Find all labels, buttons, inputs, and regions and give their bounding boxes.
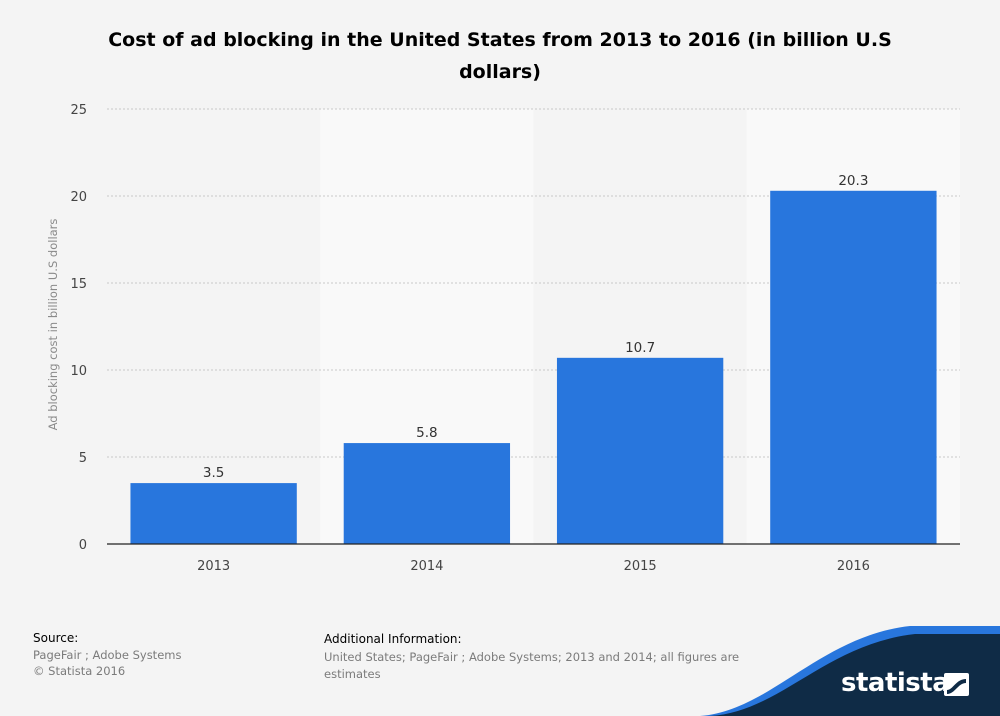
bar-2016[interactable] [770, 190, 937, 544]
bar-2015[interactable] [556, 357, 724, 544]
x-axis-ticks: 2013 2014 2015 2016 [197, 559, 870, 574]
x-tick-label: 2013 [197, 559, 230, 574]
statista-brand-wave [700, 626, 1000, 716]
source-line-1[interactable]: PageFair ; Adobe Systems [33, 648, 182, 662]
statista-logo-icon[interactable] [944, 673, 969, 696]
data-label: 10.7 [625, 340, 655, 356]
data-label: 5.8 [416, 425, 437, 441]
y-tick-label: 20 [70, 190, 87, 205]
y-tick-label: 25 [70, 103, 87, 118]
y-tick-label: 0 [79, 538, 87, 553]
statista-logo-text[interactable]: statista [841, 668, 950, 698]
bars [130, 190, 937, 544]
x-tick-label: 2015 [624, 559, 657, 574]
y-axis-ticks: 0 5 10 15 20 25 [70, 103, 87, 553]
source-line-2: © Statista 2016 [33, 664, 126, 678]
bar-2014[interactable] [343, 443, 511, 544]
y-axis-label: Ad blocking cost in billion U.S dollars [46, 219, 60, 431]
chart-title: Cost of ad blocking in the United States… [108, 29, 892, 83]
y-tick-label: 5 [79, 451, 87, 466]
x-tick-label: 2014 [410, 559, 443, 574]
x-tick-label: 2016 [837, 559, 870, 574]
additional-info-label: Additional Information: [324, 632, 462, 646]
data-label: 20.3 [838, 173, 868, 189]
y-tick-label: 10 [70, 364, 87, 379]
y-tick-label: 15 [70, 277, 87, 292]
additional-info-text: United States; PageFair ; Adobe Systems;… [324, 650, 740, 681]
data-labels: 3.5 5.8 10.7 20.3 [203, 173, 869, 481]
data-label: 3.5 [203, 465, 224, 481]
source-label: Source: [33, 631, 79, 645]
bar-2013[interactable] [130, 483, 297, 544]
